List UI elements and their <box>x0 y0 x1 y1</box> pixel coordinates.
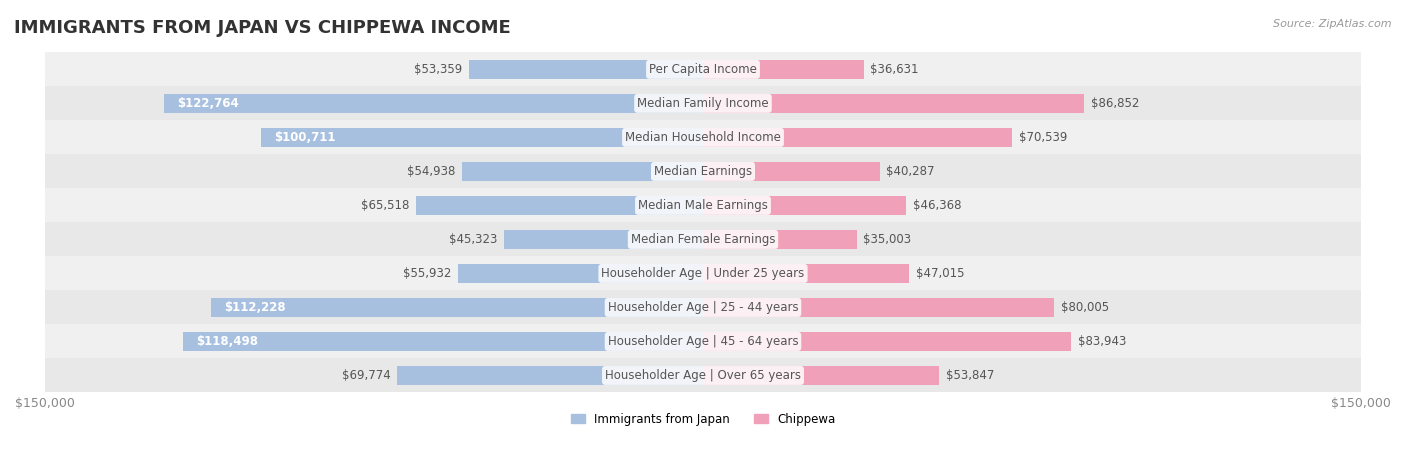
Bar <box>703 366 939 385</box>
Text: $36,631: $36,631 <box>870 63 918 76</box>
Text: $53,847: $53,847 <box>946 369 994 382</box>
Bar <box>703 230 856 249</box>
Text: $86,852: $86,852 <box>1091 97 1139 110</box>
Text: Householder Age | Over 65 years: Householder Age | Over 65 years <box>605 369 801 382</box>
Bar <box>505 230 703 249</box>
Text: $70,539: $70,539 <box>1019 131 1067 144</box>
Text: $65,518: $65,518 <box>360 199 409 212</box>
Bar <box>703 298 1054 317</box>
Text: $35,003: $35,003 <box>863 233 911 246</box>
Bar <box>703 128 1012 147</box>
Bar <box>165 94 703 113</box>
Bar <box>457 264 703 283</box>
Text: Median Male Earnings: Median Male Earnings <box>638 199 768 212</box>
Legend: Immigrants from Japan, Chippewa: Immigrants from Japan, Chippewa <box>565 408 841 431</box>
Text: $100,711: $100,711 <box>274 131 336 144</box>
Bar <box>45 120 1361 155</box>
Text: $112,228: $112,228 <box>224 301 285 314</box>
Text: $80,005: $80,005 <box>1060 301 1109 314</box>
Text: Median Earnings: Median Earnings <box>654 165 752 178</box>
Bar <box>45 290 1361 325</box>
Bar <box>45 359 1361 392</box>
Text: Median Household Income: Median Household Income <box>626 131 780 144</box>
Bar <box>703 332 1071 351</box>
Bar <box>45 325 1361 359</box>
Bar <box>45 222 1361 256</box>
Text: Householder Age | 45 - 64 years: Householder Age | 45 - 64 years <box>607 335 799 348</box>
Text: IMMIGRANTS FROM JAPAN VS CHIPPEWA INCOME: IMMIGRANTS FROM JAPAN VS CHIPPEWA INCOME <box>14 19 510 37</box>
Bar <box>211 298 703 317</box>
Bar <box>463 162 703 181</box>
Text: $54,938: $54,938 <box>406 165 456 178</box>
Bar <box>703 196 907 215</box>
Bar <box>703 162 880 181</box>
Text: Householder Age | Under 25 years: Householder Age | Under 25 years <box>602 267 804 280</box>
Bar <box>45 86 1361 120</box>
Text: $46,368: $46,368 <box>912 199 962 212</box>
Bar <box>183 332 703 351</box>
Text: $69,774: $69,774 <box>342 369 391 382</box>
Text: $55,932: $55,932 <box>402 267 451 280</box>
Text: $40,287: $40,287 <box>886 165 935 178</box>
Bar <box>416 196 703 215</box>
Text: $122,764: $122,764 <box>177 97 239 110</box>
Bar <box>45 155 1361 188</box>
Text: Householder Age | 25 - 44 years: Householder Age | 25 - 44 years <box>607 301 799 314</box>
Text: $53,359: $53,359 <box>415 63 463 76</box>
Text: $47,015: $47,015 <box>915 267 965 280</box>
Text: $83,943: $83,943 <box>1078 335 1126 348</box>
Bar <box>45 188 1361 222</box>
Bar <box>703 60 863 79</box>
Text: Median Female Earnings: Median Female Earnings <box>631 233 775 246</box>
Bar <box>396 366 703 385</box>
Text: Median Family Income: Median Family Income <box>637 97 769 110</box>
Bar <box>45 52 1361 86</box>
Bar <box>703 264 910 283</box>
Bar <box>470 60 703 79</box>
Text: Source: ZipAtlas.com: Source: ZipAtlas.com <box>1274 19 1392 28</box>
Text: $45,323: $45,323 <box>449 233 498 246</box>
Bar <box>45 256 1361 290</box>
Bar <box>703 94 1084 113</box>
Bar <box>262 128 703 147</box>
Text: Per Capita Income: Per Capita Income <box>650 63 756 76</box>
Text: $118,498: $118,498 <box>197 335 259 348</box>
